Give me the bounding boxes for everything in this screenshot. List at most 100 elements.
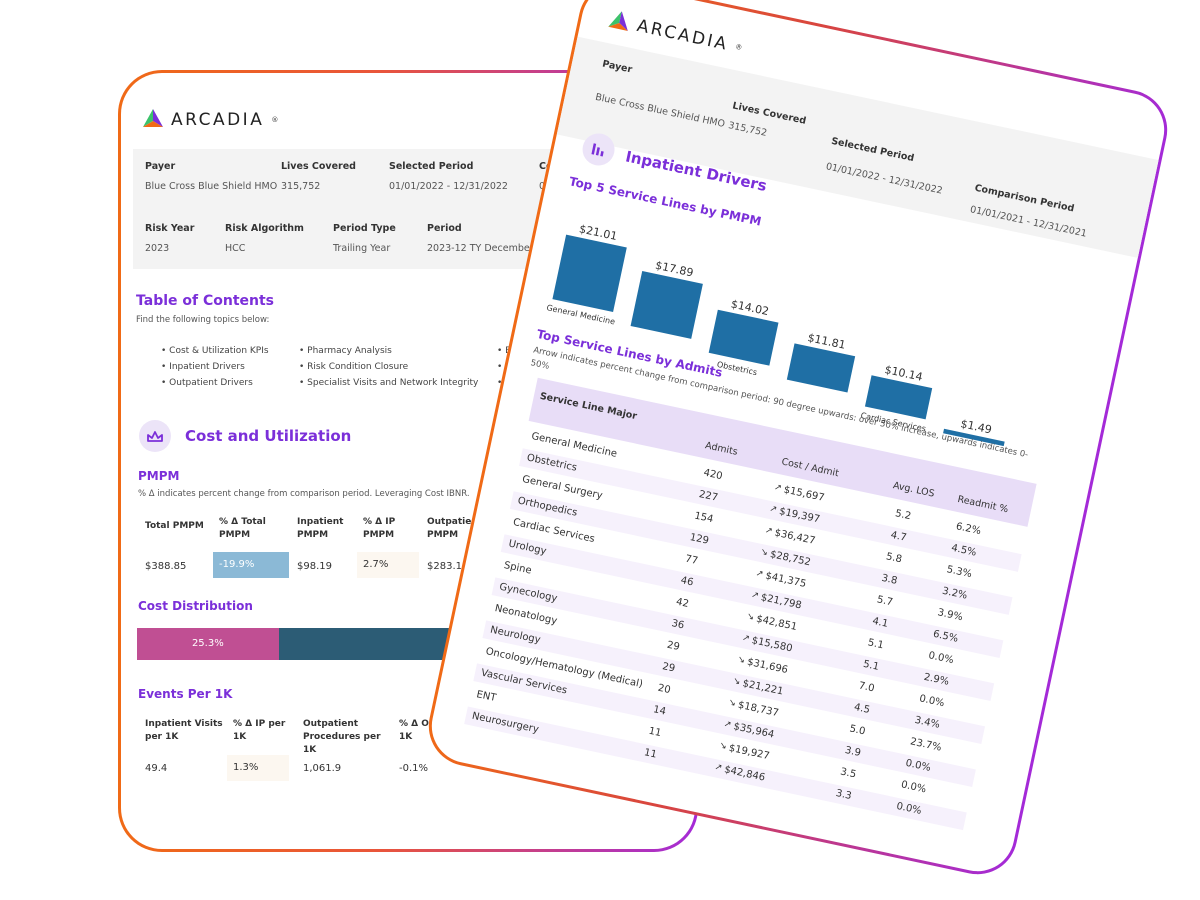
toc-subtitle: Find the following topics below: — [136, 315, 270, 325]
trend-arrow-icon: ↗ — [768, 503, 778, 516]
selected-period-label: Selected Period — [389, 161, 474, 172]
admits-value: 77 — [684, 553, 699, 567]
service-line-name: Spine — [502, 559, 533, 577]
risk-algorithm-value: HCC — [225, 243, 246, 254]
events-header-op-procedures: Outpatient Procedures per 1K — [303, 719, 381, 755]
admits-value: 129 — [688, 532, 710, 547]
risk-algorithm-label: Risk Algorithm — [225, 223, 304, 234]
risk-year-label: Risk Year — [145, 223, 195, 234]
selected-period-label: Selected Period — [830, 135, 916, 165]
admits-value: 29 — [661, 661, 677, 675]
cost-per-admit-value: $36,427 — [773, 527, 817, 547]
readmit-value: 0.0% — [918, 693, 946, 710]
admits-value: 11 — [643, 747, 658, 761]
readmit-value: 2.9% — [922, 671, 950, 688]
cost-per-admit-value: $42,851 — [755, 613, 798, 633]
trend-arrow-icon: ↗ — [750, 590, 760, 602]
readmit-value: 0.0% — [904, 757, 932, 774]
kpi-pct-ip-pmpm: 2.7% — [357, 552, 419, 578]
avg-los-value: 5.0 — [848, 723, 867, 738]
toc-link-inpatient-drivers[interactable]: Inpatient Drivers — [161, 362, 245, 372]
lives-covered-label: Lives Covered — [281, 161, 356, 172]
events-header-pct-op: % Δ OP per 1K — [399, 719, 456, 742]
trend-arrow-icon: ↘ — [745, 611, 756, 623]
avg-los-value: 3.5 — [839, 766, 858, 781]
admits-value: 29 — [665, 639, 681, 654]
trend-arrow-icon: ↘ — [736, 654, 746, 666]
admits-value: 14 — [652, 704, 667, 718]
trend-arrow-icon: ↗ — [763, 525, 774, 537]
readmit-value: 3.4% — [913, 714, 941, 731]
avg-los-value: 5.1 — [866, 637, 885, 652]
kpi-pct-total-pmpm: -19.9% — [213, 552, 289, 578]
section-title-cost-utilization: Cost and Utilization — [185, 427, 352, 445]
avg-los-value: 5.8 — [885, 551, 903, 566]
chart-bar — [864, 375, 933, 420]
avg-los-value: 5.7 — [875, 594, 894, 609]
arcadia-logo: ARCADIA ® — [605, 9, 744, 59]
chart-bar — [786, 343, 856, 393]
readmit-value: 3.2% — [941, 585, 969, 602]
kpi-header-pct-total-pmpm: % Δ Total PMPM — [219, 517, 266, 540]
admits-value: 227 — [697, 488, 719, 504]
kpi-outpatient-pmpm: $283.18 — [427, 561, 469, 572]
avg-los-value: 3.8 — [880, 572, 899, 587]
admits-value: 11 — [647, 725, 663, 740]
trend-arrow-icon: ↘ — [718, 740, 728, 753]
th-admits: Admits — [704, 440, 739, 458]
avg-los-value: 4.5 — [853, 701, 871, 716]
chart-bar — [943, 428, 1005, 447]
cost-per-admit-value: $35,964 — [732, 721, 776, 741]
kpi-header-pct-ip-pmpm: % Δ IP PMPM — [363, 517, 396, 540]
trend-arrow-icon: ↗ — [722, 719, 733, 731]
trend-arrow-icon: ↗ — [741, 633, 751, 645]
events-pct-op-value: -0.1% — [399, 763, 429, 774]
avg-los-value: 7.0 — [857, 680, 876, 695]
readmit-value: 23.7% — [909, 736, 943, 754]
kpi-header-outpatient-pmpm: Outpatient PMPM — [427, 517, 483, 540]
admits-value: 46 — [679, 575, 695, 589]
cost-per-admit-value: $15,580 — [750, 635, 794, 655]
readmit-value: 6.5% — [931, 628, 960, 645]
chart-value-label: $1.49 — [959, 417, 993, 436]
toc-link-pharmacy-analysis[interactable]: Pharmacy Analysis — [299, 346, 392, 356]
period-label: Period — [427, 223, 462, 234]
risk-year-value: 2023 — [145, 243, 170, 254]
service-line-name: Obstetrics — [525, 452, 578, 474]
cost-per-admit-value: $18,737 — [736, 699, 780, 720]
th-service-line: Service Line Major — [538, 390, 638, 423]
th-avg-los: Avg. LOS — [891, 480, 936, 500]
toc-link-specialist-visits[interactable]: Specialist Visits and Network Integrity — [299, 378, 478, 388]
cost-distribution-segment: 25.3% — [137, 628, 279, 660]
selected-period-value: 01/01/2022 - 12/31/2022 — [389, 181, 508, 192]
events-pct-ip-value: 1.3% — [227, 755, 289, 781]
toc-link-cost-utilization[interactable]: Cost & Utilization KPIs — [161, 346, 268, 356]
readmit-value: 0.0% — [899, 779, 928, 796]
events-header-pct-ip: % Δ IP per 1K — [233, 719, 286, 742]
admits-value: 36 — [670, 618, 686, 632]
period-value: 2023-12 TY December 202 — [427, 243, 555, 254]
lives-covered-value: 315,752 — [727, 120, 768, 139]
readmit-value: 3.9% — [936, 607, 964, 624]
cost-per-admit-value: $28,752 — [768, 549, 812, 569]
kpi-header-inpatient-pmpm: Inpatient PMPM — [297, 517, 344, 540]
cost-per-admit-value: $31,696 — [746, 656, 789, 677]
kpi-inpatient-pmpm: $98.19 — [297, 561, 332, 572]
events-header-ip-visits: Inpatient Visits per 1K — [145, 719, 223, 742]
avg-los-value: 4.7 — [889, 529, 908, 544]
th-cost-admit: Cost / Admit — [780, 456, 840, 480]
period-type-value: Trailing Year — [333, 243, 391, 254]
toc-link-risk-condition-closure[interactable]: Risk Condition Closure — [299, 362, 408, 372]
cost-utilization-icon — [139, 420, 171, 452]
admits-value: 20 — [656, 682, 672, 697]
cost-per-admit-value: $19,927 — [727, 742, 771, 763]
kpi-total-pmpm: $388.85 — [145, 561, 187, 572]
period-type-label: Period Type — [333, 223, 396, 234]
readmit-value: 0.0% — [895, 800, 923, 817]
registered-mark: ® — [734, 42, 743, 52]
cost-per-admit-value: $41,375 — [764, 570, 808, 590]
arcadia-logo-icon — [143, 109, 163, 127]
pmpm-note: % Δ indicates percent change from compar… — [138, 489, 470, 499]
toc-link-outpatient-drivers[interactable]: Outpatient Drivers — [161, 378, 253, 388]
arcadia-wordmark: ARCADIA — [171, 110, 265, 130]
